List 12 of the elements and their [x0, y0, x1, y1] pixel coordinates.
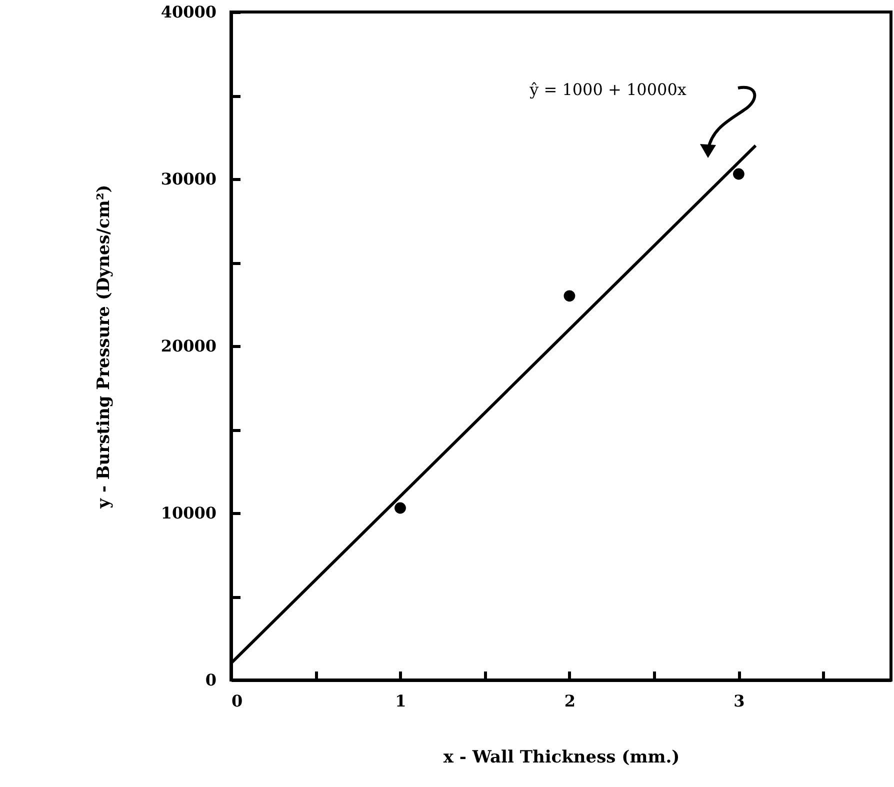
- x-tick-label: 0: [232, 692, 243, 710]
- y-tick-label: 20000: [160, 336, 216, 356]
- x-axis-title: x - Wall Thickness (mm.): [443, 748, 680, 768]
- x-tick-label: 2: [564, 692, 576, 710]
- x-tick-label: 3: [734, 692, 745, 710]
- y-tick-label: 30000: [160, 170, 216, 188]
- y-axis-title: y - Bursting Pressure (Dynes/cm²): [94, 184, 114, 510]
- y-tick-label: 40000: [160, 2, 216, 22]
- annotation: ŷ = 1000 + 10000x: [528, 80, 686, 99]
- y-tick-label: 0: [205, 670, 216, 690]
- x-tick-label: 1: [395, 692, 406, 710]
- y-tick-label: 10000: [160, 504, 216, 522]
